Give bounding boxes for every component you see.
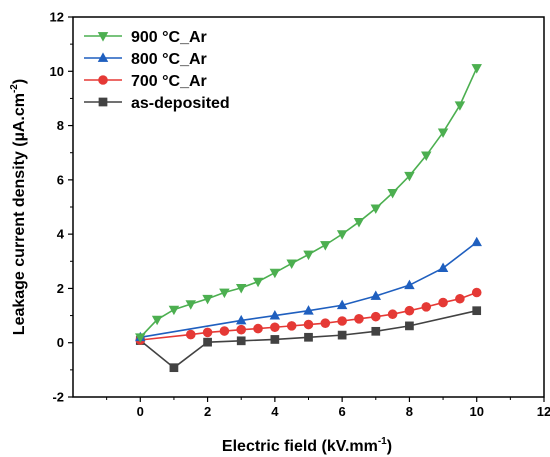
series-900-c-ar — [135, 64, 482, 343]
data-point — [437, 262, 449, 272]
y-tick-label: 4 — [57, 227, 65, 242]
data-point — [370, 204, 382, 214]
data-point — [472, 306, 482, 316]
data-point — [421, 151, 432, 161]
data-point — [270, 335, 280, 344]
legend-item: as-deposited — [84, 95, 230, 112]
data-point — [404, 279, 415, 290]
data-point — [185, 329, 196, 340]
data-point — [286, 321, 297, 331]
data-point — [203, 337, 212, 347]
series-line — [139, 309, 477, 369]
legend: 900 °C_Ar 800 °C_Ar 700 °C_Ar as-deposited — [84, 29, 230, 112]
data-point — [151, 315, 163, 326]
data-point — [370, 311, 381, 322]
y-tick-label: 10 — [50, 64, 64, 79]
data-point — [270, 322, 280, 333]
data-point — [320, 241, 331, 251]
data-point — [387, 188, 398, 199]
legend-label: 700 °C_Ar — [131, 73, 207, 90]
x-tick-label: 10 — [469, 404, 483, 419]
data-point — [404, 305, 415, 316]
data-point — [471, 287, 482, 298]
data-point — [235, 314, 247, 325]
y-tick-label: 12 — [50, 10, 64, 25]
data-point — [303, 250, 314, 261]
data-point — [371, 326, 381, 336]
data-point — [236, 336, 246, 346]
legend-label: as-deposited — [131, 95, 230, 112]
data-point — [236, 324, 247, 335]
data-point — [336, 230, 348, 240]
x-tick-label: 6 — [339, 404, 346, 419]
data-point — [202, 294, 213, 305]
data-point — [202, 327, 213, 338]
legend-label: 900 °C_Ar — [131, 29, 207, 46]
data-point — [455, 293, 465, 304]
x-axis-label: Electric field (kV.mm-1) — [222, 436, 392, 455]
data-point — [169, 363, 179, 373]
legend-item: 800 °C_Ar — [84, 51, 207, 68]
series-as-deposited — [135, 306, 482, 373]
data-point — [421, 302, 432, 312]
x-tick-label: 4 — [271, 404, 279, 419]
x-tick-label: 12 — [537, 404, 550, 419]
y-tick-label: 6 — [57, 172, 64, 187]
x-tick-label: 2 — [204, 404, 211, 419]
data-point — [404, 171, 415, 182]
data-point — [304, 332, 313, 342]
y-tick-label: 2 — [57, 281, 64, 296]
data-point — [185, 300, 196, 310]
data-point — [98, 97, 108, 107]
x-tick-label: 0 — [137, 404, 144, 419]
series-group — [135, 64, 482, 373]
data-point — [235, 283, 247, 294]
x-tick-label: 8 — [406, 404, 413, 419]
data-point — [97, 52, 109, 62]
data-point — [303, 319, 314, 330]
data-point — [438, 297, 448, 308]
data-point — [454, 101, 466, 111]
data-point — [354, 314, 364, 324]
data-point — [471, 236, 482, 247]
data-point — [98, 75, 108, 85]
data-point — [97, 32, 109, 42]
data-point — [269, 310, 281, 320]
y-tick-label: 8 — [57, 118, 64, 133]
data-point — [336, 299, 348, 310]
data-point — [405, 321, 414, 331]
y-tick-label: 0 — [57, 335, 64, 350]
data-point — [337, 316, 347, 326]
data-point — [437, 128, 449, 138]
data-point — [219, 326, 230, 336]
y-tick-label: -2 — [52, 390, 64, 405]
data-point — [135, 333, 146, 343]
data-point — [471, 64, 482, 74]
data-point — [353, 218, 365, 228]
data-point — [168, 305, 180, 316]
axis-ticks: 0 2 4 6 8 10 12 -2 0 2 4 6 8 10 12 — [50, 10, 550, 420]
data-point — [303, 305, 314, 315]
data-point — [387, 309, 398, 320]
data-point — [269, 268, 281, 279]
data-point — [286, 259, 297, 270]
data-point — [337, 330, 347, 340]
data-point — [370, 290, 382, 300]
legend-item: 700 °C_Ar — [84, 73, 207, 90]
y-axis-label: Leakage current density (µA.cm-2) — [9, 79, 28, 335]
legend-label: 800 °C_Ar — [131, 51, 207, 68]
data-point — [253, 323, 263, 334]
data-point — [320, 318, 331, 328]
legend-item: 900 °C_Ar — [84, 29, 207, 46]
data-point — [252, 277, 264, 288]
data-point — [219, 288, 230, 299]
